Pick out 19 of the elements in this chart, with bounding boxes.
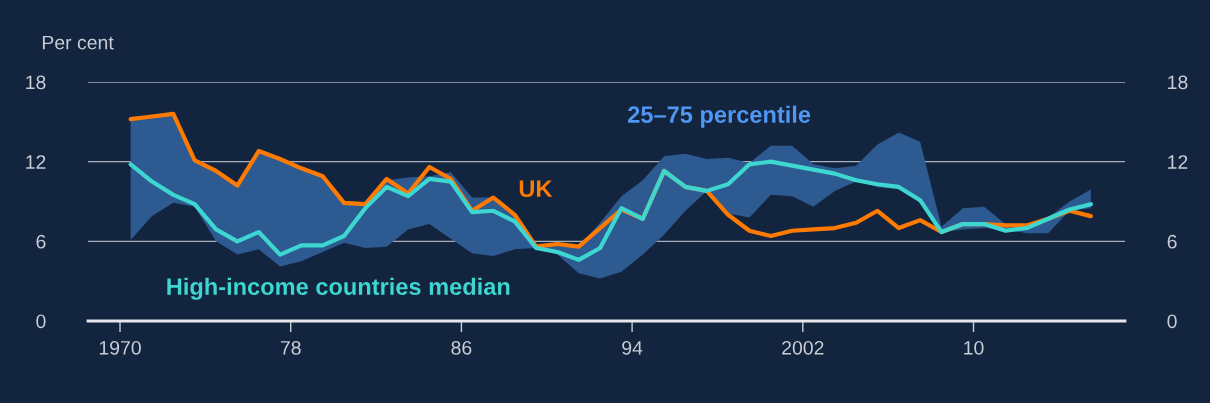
- y-tick-label: 6: [36, 234, 46, 249]
- annotation: 25–75 percentile: [628, 105, 811, 128]
- x-tick-label: 86: [451, 340, 472, 355]
- y-tick-label: 12: [26, 155, 46, 169]
- x-tick-label: 78: [280, 340, 301, 355]
- series-label: UK: [519, 180, 553, 198]
- x-tick-label: 10: [964, 340, 984, 355]
- series-label: High-income countries median: [167, 277, 510, 300]
- x-tick-label: 1970: [99, 340, 141, 355]
- y2-tick-label: 18: [1168, 75, 1188, 90]
- y2-tick-label: 6: [1167, 234, 1177, 249]
- y2-tick-label: 12: [1168, 155, 1188, 169]
- y-tick-label: 18: [26, 75, 46, 90]
- line-series: [128, 159, 1093, 263]
- y-axis-title: Per cent: [42, 35, 114, 50]
- x-tick-label: 94: [622, 340, 643, 355]
- y-tick-label: 0: [36, 314, 46, 329]
- x-tick-label: 2002: [782, 340, 824, 355]
- y2-tick-label: 0: [1167, 314, 1177, 329]
